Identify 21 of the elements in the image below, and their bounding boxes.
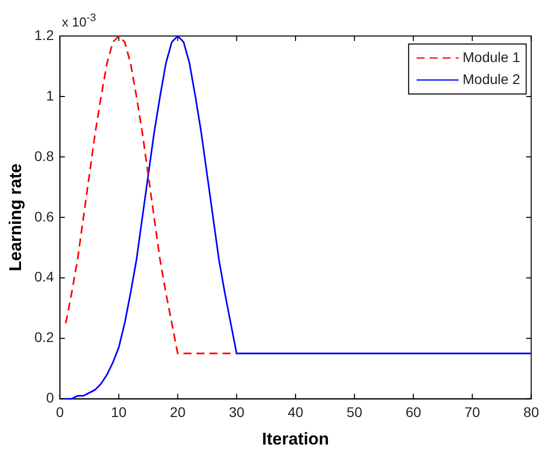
y-axis-title: Learning rate <box>6 164 25 272</box>
x-tick-label: 50 <box>346 404 362 420</box>
x-tick-label: 80 <box>523 404 540 420</box>
y-tick-label: 0.4 <box>34 268 54 285</box>
x-tick-label: 70 <box>464 404 480 420</box>
legend-label: Module 2 <box>462 70 520 87</box>
x-tick-label: 40 <box>288 404 304 420</box>
y-tick-label: 0.2 <box>34 329 54 346</box>
x-tick-label: 10 <box>110 404 127 420</box>
x-tick-label: 30 <box>228 404 245 420</box>
y-tick-label: 0.8 <box>34 148 54 164</box>
x-tick-label: 60 <box>406 404 422 420</box>
y-tick-label: 1 <box>46 87 54 104</box>
line-series <box>64 35 238 354</box>
x-axis-title: Iteration <box>262 429 330 448</box>
y-tick-label: 0 <box>46 390 54 406</box>
y-tick-label: 1.2 <box>34 26 54 43</box>
x-tick-label: 20 <box>170 404 186 420</box>
y-tick-label: 0.6 <box>34 208 54 224</box>
legend-label: Module 1 <box>462 48 520 65</box>
text: x 10$^{-3}$ <box>62 12 96 30</box>
